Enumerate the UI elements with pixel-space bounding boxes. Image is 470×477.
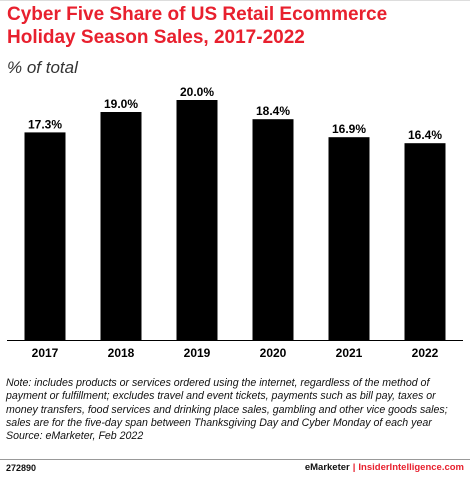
bar-2018 <box>100 112 142 340</box>
bar-chart: 17.3% 2017 19.0% 2018 20.0% 2019 18.4% 2020 16.9… <box>7 85 463 360</box>
bar-2019 <box>176 100 218 340</box>
bar-2020 <box>252 119 294 340</box>
bar-2021 <box>328 137 370 340</box>
chart-title: Cyber Five Share of US Retail Ecommerce … <box>7 4 388 48</box>
brand-site-link[interactable]: InsiderIntelligence.com <box>358 462 464 473</box>
chart-footnote: Note: includes products or services orde… <box>6 377 464 443</box>
top-rule <box>0 0 470 1</box>
x-tick-label-2021: 2021 <box>336 346 363 360</box>
bar-2022 <box>404 143 446 340</box>
bar-2017 <box>24 132 66 340</box>
x-tick-label-2022: 2022 <box>412 346 439 360</box>
x-tick-label-2017: 2017 <box>32 346 59 360</box>
brand-separator: | <box>352 462 356 473</box>
brand-name: eMarketer <box>304 462 350 473</box>
note-text: Note: includes products or services orde… <box>6 377 448 429</box>
x-tick-label-2019: 2019 <box>184 346 211 360</box>
data-label-2021: 16.9% <box>332 122 366 136</box>
data-label-2020: 18.4% <box>256 104 290 118</box>
chart-id: 272890 <box>6 463 37 473</box>
source-text: Source: eMarketer, Feb 2022 <box>6 430 144 443</box>
data-label-2022: 16.4% <box>408 128 442 142</box>
chart-area: 17.3% 2017 19.0% 2018 20.0% 2019 18.4% 2020 16.9… <box>0 85 470 372</box>
data-label-2019: 20.0% <box>180 86 214 99</box>
footer-rule <box>0 459 470 460</box>
data-label-2018: 19.0% <box>104 97 138 111</box>
x-tick-label-2018: 2018 <box>108 346 135 360</box>
chart-subtitle: % of total <box>7 58 78 77</box>
data-label-2017: 17.3% <box>28 117 62 131</box>
footer-brand: eMarketer | InsiderIntelligence.com <box>305 462 464 473</box>
x-tick-label-2020: 2020 <box>260 346 287 360</box>
